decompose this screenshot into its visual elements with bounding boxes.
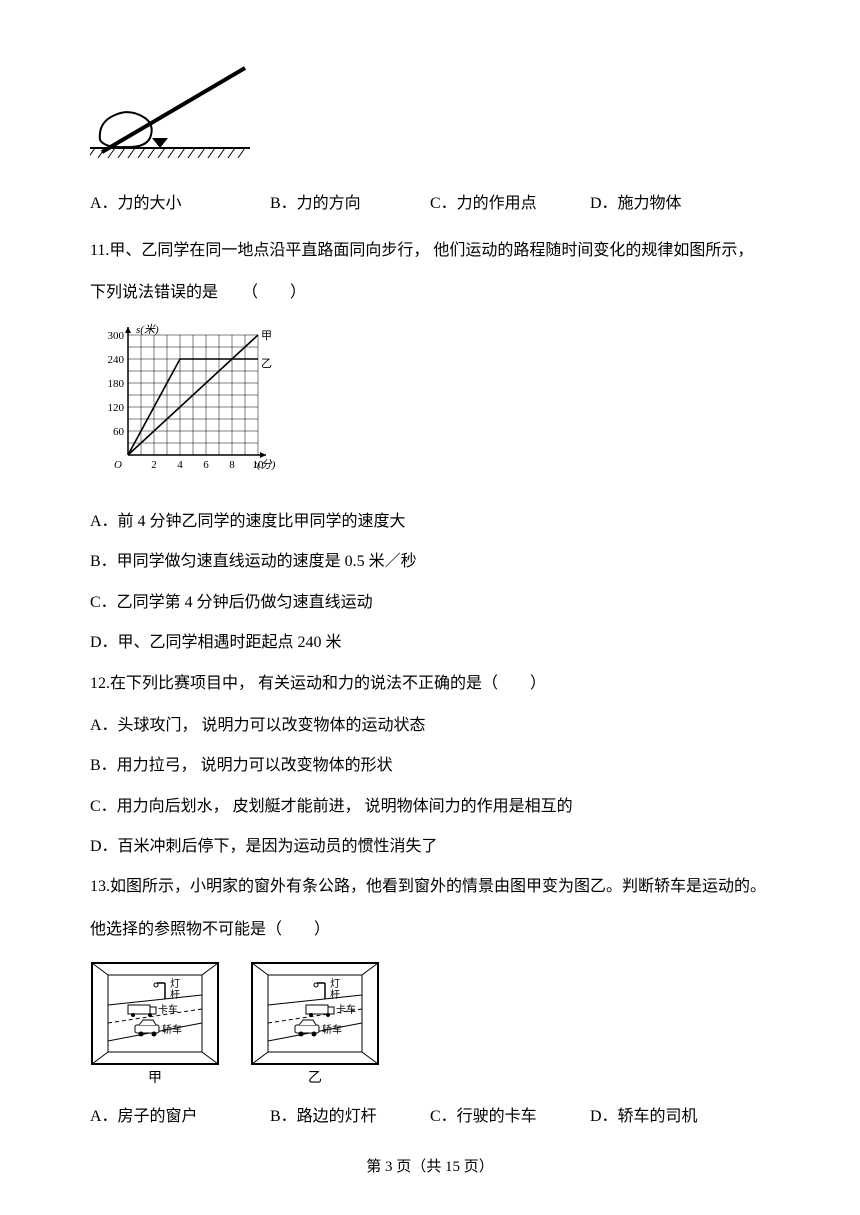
q12-text: 12.在下列比赛项目中， 有关运动和力的说法不正确的是（ ） — [90, 665, 770, 703]
svg-text:240: 240 — [108, 354, 125, 366]
svg-text:8: 8 — [229, 459, 235, 471]
svg-text:轿车: 轿车 — [322, 1023, 342, 1036]
svg-text:卡车: 卡车 — [158, 1003, 178, 1016]
svg-text:甲: 甲 — [261, 330, 272, 342]
q11-text1: 11.甲、乙同学在同一地点沿平直路面同向步行， 他们运动的路程随时间变化的规律如… — [90, 232, 770, 270]
svg-text:卡车: 卡车 — [336, 1003, 356, 1016]
svg-text:60: 60 — [113, 426, 125, 438]
svg-text:120: 120 — [108, 402, 125, 414]
svg-text:杆: 杆 — [170, 989, 180, 1001]
svg-text:6: 6 — [203, 459, 209, 471]
q13-text2: 他选择的参照物不可能是（ ） — [90, 911, 770, 949]
q11-text2: 下列说法错误的是 （ ） — [90, 274, 770, 312]
svg-text:4: 4 — [177, 459, 183, 471]
svg-text:O: O — [114, 459, 122, 471]
q13-opt-d: D．轿车的司机 — [590, 1098, 730, 1136]
q10-opt-a: A．力的大小 — [90, 185, 270, 223]
figure-lever — [90, 60, 770, 175]
q13-options: A．房子的窗户 B．路边的灯杆 C．行驶的卡车 D．轿车的司机 — [90, 1098, 770, 1136]
svg-text:甲: 甲 — [148, 1071, 162, 1086]
svg-text:灯: 灯 — [170, 978, 180, 990]
svg-text:180: 180 — [108, 378, 125, 390]
q13-opt-a: A．房子的窗户 — [90, 1098, 270, 1136]
q10-opt-c: C．力的作用点 — [430, 185, 590, 223]
figure-chart: 60120180240300246810Os(米)t(分)甲乙 — [90, 323, 770, 493]
svg-text:杆: 杆 — [330, 989, 340, 1001]
q11-opt-d: D．甲、乙同学相遇时距起点 240 米 — [90, 624, 770, 662]
svg-text:乙: 乙 — [261, 357, 272, 370]
q12-opt-d: D．百米冲刺后停下，是因为运动员的惯性消失了 — [90, 828, 770, 866]
page-footer: 第 3 页（共 15 页） — [0, 1149, 860, 1185]
svg-text:2: 2 — [151, 459, 157, 471]
q12-opt-c: C．用力向后划水， 皮划艇才能前进， 说明物体间力的作用是相互的 — [90, 788, 770, 826]
svg-text:乙: 乙 — [308, 1070, 322, 1086]
q11-opt-a: A．前 4 分钟乙同学的速度比甲同学的速度大 — [90, 503, 770, 541]
q13-opt-c: C．行驶的卡车 — [430, 1098, 590, 1136]
q11-opt-b: B．甲同学做匀速直线运动的速度是 0.5 米／秒 — [90, 543, 770, 581]
svg-text:300: 300 — [108, 330, 125, 342]
svg-text:灯: 灯 — [330, 978, 340, 990]
q12-opt-b: B．用力拉弓， 说明力可以改变物体的形状 — [90, 747, 770, 785]
figure-windows: 灯杆卡车轿车甲 灯杆卡车轿车乙 — [90, 961, 770, 1086]
q10-opt-d: D．施力物体 — [590, 185, 730, 223]
svg-text:s(米): s(米) — [136, 323, 159, 336]
q10-options: A．力的大小 B．力的方向 C．力的作用点 D．施力物体 — [90, 185, 770, 223]
q13-opt-b: B．路边的灯杆 — [270, 1098, 430, 1136]
svg-text:轿车: 轿车 — [162, 1023, 182, 1036]
q11-opt-c: C．乙同学第 4 分钟后仍做匀速直线运动 — [90, 584, 770, 622]
svg-text:t(分): t(分) — [254, 458, 276, 471]
q10-opt-b: B．力的方向 — [270, 185, 430, 223]
q13-text1: 13.如图所示，小明家的窗外有条公路，他看到窗外的情景由图甲变为图乙。判断轿车是… — [90, 868, 770, 906]
q12-opt-a: A．头球攻门， 说明力可以改变物体的运动状态 — [90, 707, 770, 745]
